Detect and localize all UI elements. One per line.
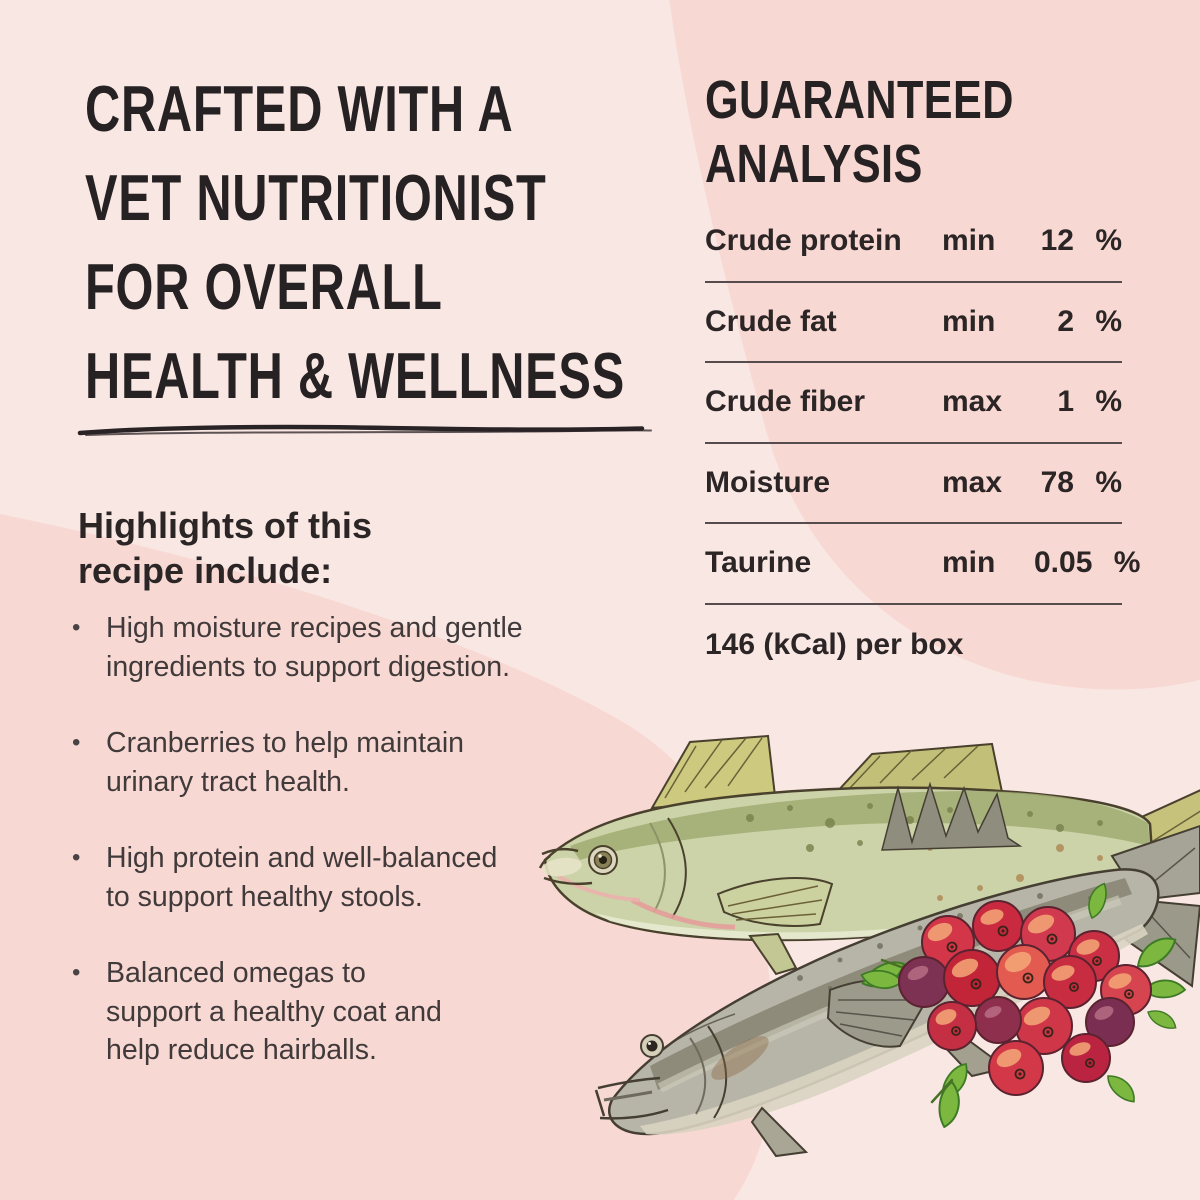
main-headline: CRAFTED WITH A VET NUTRITIONIST FOR OVER… (85, 64, 625, 420)
nutrient-value: 0.05 (1034, 546, 1093, 580)
hand-drawn-underline (77, 424, 652, 436)
bullet-icon: • (72, 614, 81, 641)
headline-line: HEALTH & WELLNESS (85, 339, 625, 412)
bullet-line: help reduce hairballs. (106, 1034, 377, 1066)
highlights-list: • High moisture recipes and gentle ingre… (72, 609, 612, 1108)
cranberries-illustration (860, 882, 1187, 1129)
nutrient-value: 12 (1040, 224, 1074, 258)
nutrient-label: Crude fat (705, 304, 837, 338)
table-row: Taurine min 0.05 % (705, 524, 1140, 605)
qualifier: max (942, 465, 1003, 499)
nutrient-label: Crude fiber (705, 385, 866, 419)
cranberry-leaves (860, 882, 1187, 1129)
blob-bottom-left (0, 514, 775, 1200)
fish-and-cranberries-illustration (538, 734, 1200, 1158)
bullet-line: Balanced omegas to (106, 957, 366, 989)
table-row: Moisture max 78 % (705, 444, 1122, 524)
headline-line: FOR OVERALL (85, 250, 443, 323)
bullet-line: Cranberries to help maintain (106, 727, 465, 759)
headline-line: CRAFTED WITH A (85, 72, 514, 145)
nutrient-value: 78 (1040, 465, 1074, 499)
bullet-line: support a healthy coat and (106, 995, 442, 1028)
guaranteed-analysis-table: Crude protein min 12 % Crude fat min 2 %… (705, 202, 1140, 605)
unit: % (1095, 385, 1122, 419)
bullet-line: High protein and well-balanced (106, 842, 498, 874)
analysis-title-line: ANALYSIS (705, 134, 923, 194)
headline-line: VET NUTRITIONIST (85, 161, 547, 234)
bullet-line: High moisture recipes and gentle (106, 612, 523, 644)
list-item: • High protein and well-balanced to supp… (72, 839, 612, 916)
calories-note: 146 (kCal) per box (705, 628, 964, 661)
bullet-line: ingredients to support digestion. (106, 650, 511, 683)
bullet-line: urinary tract health. (106, 765, 350, 798)
bullet-icon: • (72, 844, 81, 871)
nutrient-value: 1 (1057, 385, 1074, 419)
list-item: • Balanced omegas to support a healthy c… (72, 954, 612, 1070)
qualifier: min (942, 546, 996, 580)
table-row: Crude protein min 12 % (705, 202, 1122, 283)
bullet-line: to support healthy stools. (106, 880, 423, 913)
qualifier: min (942, 224, 996, 258)
qualifier: max (942, 385, 1003, 419)
unit: % (1095, 224, 1122, 258)
bullet-icon: • (72, 729, 81, 756)
table-row: Crude fiber max 1 % (705, 363, 1122, 444)
blob-top-right (669, 0, 1200, 690)
highlights-heading-line: Highlights of this (78, 505, 372, 546)
guaranteed-analysis-title: GUARANTEED ANALYSIS (705, 68, 1014, 196)
list-item: • High moisture recipes and gentle ingre… (72, 609, 612, 686)
unit: % (1113, 546, 1141, 580)
table-row: Crude fat min 2 % (705, 283, 1122, 363)
list-item: • Cranberries to help maintain urinary t… (72, 724, 612, 801)
highlights-heading: Highlights of this recipe include: (78, 503, 372, 593)
nutrient-label: Crude protein (705, 224, 902, 258)
unit: % (1095, 304, 1122, 338)
nutrient-value: 2 (1057, 304, 1074, 338)
qualifier: min (942, 304, 996, 338)
analysis-title-line: GUARANTEED (705, 70, 1014, 130)
nutrient-label: Taurine (705, 546, 812, 580)
highlights-heading-line: recipe include: (78, 550, 333, 591)
unit: % (1095, 465, 1122, 499)
nutrient-label: Moisture (705, 465, 831, 499)
bullet-icon: • (72, 959, 81, 986)
